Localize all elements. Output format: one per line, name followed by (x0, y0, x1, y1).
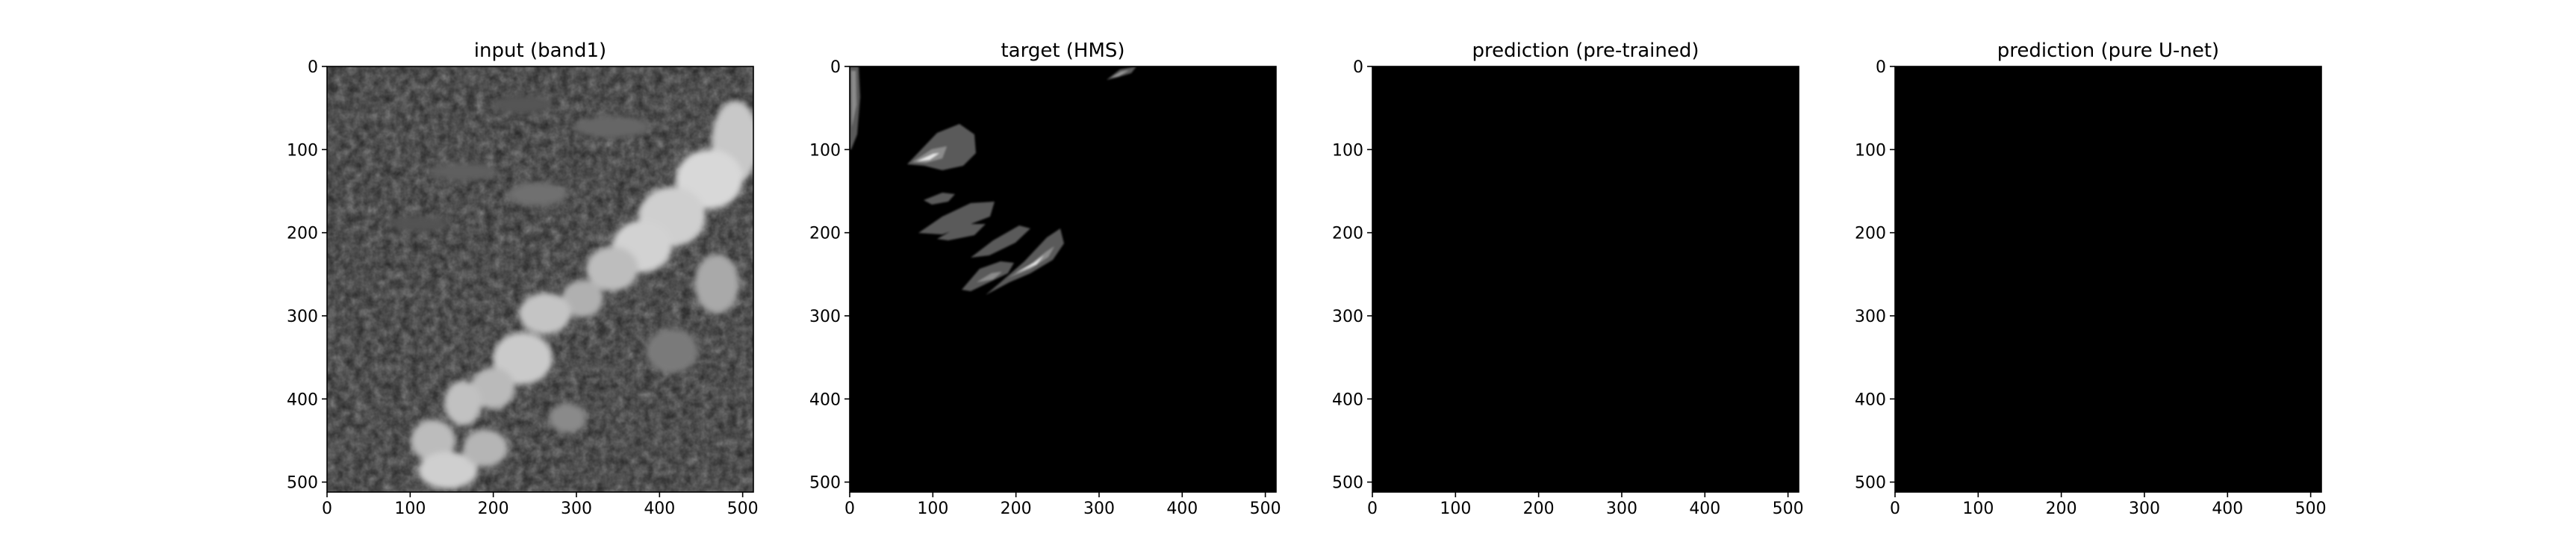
x-tick-label: 300 (2129, 500, 2160, 518)
x-tick-label: 400 (1689, 500, 1720, 518)
panel-target-hms: target (HMS) (809, 40, 1281, 518)
panel-prediction-pretrained: prediction (pre-trained) 0 100 200 300 400 50… (1332, 40, 1804, 518)
y-tick-label: 400 (809, 391, 841, 409)
y-tick-label: 400 (1332, 391, 1363, 409)
x-tick-label: 200 (2046, 500, 2077, 518)
y-axis: 0 100 200 300 400 500 (1855, 58, 1895, 493)
x-axis: 0 100 200 300 400 500 (322, 492, 759, 518)
y-tick-label: 0 (1353, 58, 1363, 77)
y-tick-label: 300 (287, 308, 318, 326)
axes-frame (1894, 66, 2322, 493)
y-tick-label: 100 (287, 141, 318, 160)
y-tick-label: 200 (1855, 225, 1886, 243)
x-tick-label: 500 (727, 500, 759, 518)
y-tick-label: 300 (1332, 308, 1363, 326)
x-tick-label: 100 (394, 500, 426, 518)
smoke-mask-image (850, 66, 1276, 492)
x-tick-label: 500 (1250, 500, 1281, 518)
panel-title: prediction (pure U-net) (1997, 40, 2219, 62)
y-tick-label: 100 (809, 141, 841, 160)
axes-frame (1372, 66, 1799, 493)
panel-input-band1: input (band1) (287, 40, 759, 518)
prediction-image (1895, 66, 2321, 492)
y-tick-label: 0 (308, 58, 318, 77)
x-tick-label: 100 (1440, 500, 1471, 518)
y-tick-label: 100 (1855, 141, 1886, 160)
x-tick-label: 500 (1773, 500, 1804, 518)
x-tick-label: 400 (644, 500, 675, 518)
x-tick-label: 400 (1166, 500, 1198, 518)
y-tick-label: 500 (1332, 474, 1363, 493)
x-axis: 0 100 200 300 400 500 (1367, 492, 1804, 518)
y-tick-label: 200 (809, 225, 841, 243)
x-axis: 0 100 200 300 400 500 (844, 492, 1281, 518)
y-tick-label: 500 (809, 474, 841, 493)
y-tick-label: 0 (1876, 58, 1886, 77)
x-axis: 0 100 200 300 400 500 (1890, 492, 2327, 518)
y-axis: 0 100 200 300 400 500 (287, 58, 327, 493)
prediction-image (1372, 66, 1799, 492)
x-tick-label: 100 (917, 500, 948, 518)
x-tick-label: 300 (561, 500, 592, 518)
x-tick-label: 300 (1606, 500, 1637, 518)
x-tick-label: 200 (1523, 500, 1555, 518)
y-tick-label: 300 (809, 308, 841, 326)
x-tick-label: 300 (1083, 500, 1115, 518)
x-tick-label: 400 (2212, 500, 2243, 518)
x-tick-label: 200 (478, 500, 509, 518)
x-tick-label: 200 (1001, 500, 1032, 518)
x-tick-label: 0 (844, 500, 855, 518)
y-tick-label: 500 (1855, 474, 1886, 493)
panel-prediction-pure-unet: prediction (pure U-net) 0 100 200 300 400 500… (1855, 40, 2327, 518)
axes-frame (326, 66, 754, 493)
y-tick-label: 100 (1332, 141, 1363, 160)
satellite-image (327, 66, 753, 492)
panel-title: input (band1) (474, 40, 606, 62)
panel-title: prediction (pre-trained) (1472, 40, 1699, 62)
y-tick-label: 500 (287, 474, 318, 493)
y-tick-label: 400 (287, 391, 318, 409)
y-axis: 0 100 200 300 400 500 (809, 58, 850, 493)
y-tick-label: 200 (1332, 225, 1363, 243)
x-tick-label: 0 (1890, 500, 1900, 518)
y-tick-label: 400 (1855, 391, 1886, 409)
axes-frame (849, 66, 1277, 493)
y-tick-label: 200 (287, 225, 318, 243)
y-tick-label: 0 (830, 58, 841, 77)
y-tick-label: 300 (1855, 308, 1886, 326)
x-tick-label: 500 (2295, 500, 2327, 518)
x-tick-label: 0 (322, 500, 332, 518)
y-axis: 0 100 200 300 400 500 (1332, 58, 1372, 493)
x-tick-label: 100 (1962, 500, 1994, 518)
x-tick-label: 0 (1367, 500, 1378, 518)
panel-title: target (HMS) (1001, 40, 1124, 62)
